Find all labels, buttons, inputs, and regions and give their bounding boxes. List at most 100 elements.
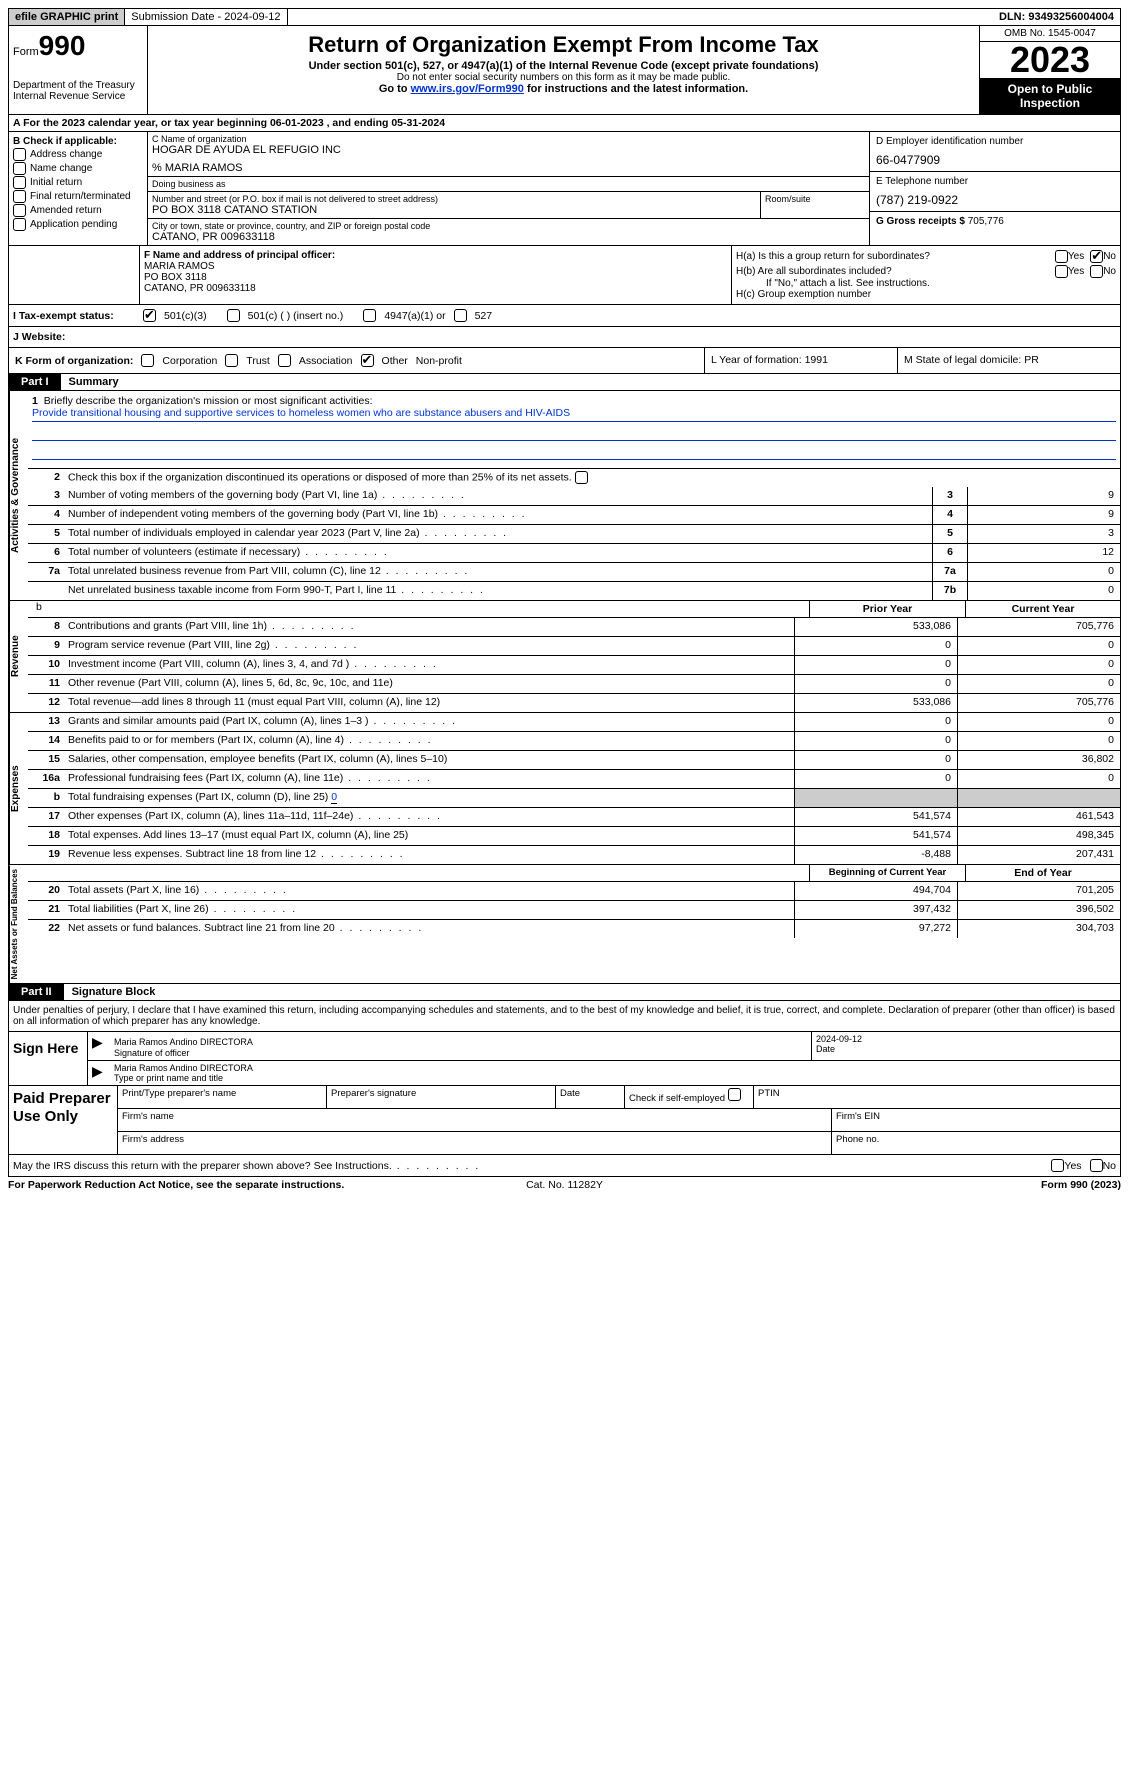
chk-hb-yes[interactable] [1055,265,1068,278]
open-inspection: Open to Public Inspection [980,78,1120,114]
perjury-statement: Under penalties of perjury, I declare th… [8,1001,1121,1032]
header-left: Form990 Department of the Treasury Inter… [9,26,148,114]
discuss-no: No [1103,1160,1116,1172]
line-22-desc: Net assets or fund balances. Subtract li… [64,920,794,938]
dln: DLN: 93493256004004 [993,9,1120,25]
pra-notice: For Paperwork Reduction Act Notice, see … [8,1179,379,1191]
p19: -8,488 [794,846,957,864]
goto-pre: Go to [379,83,411,95]
chk-discuss-no[interactable] [1090,1159,1103,1172]
row-f-h: F Name and address of principal officer:… [8,246,1121,305]
chk-name-change[interactable] [13,162,26,175]
p15: 0 [794,751,957,769]
p14: 0 [794,732,957,750]
ein-value: 66-0477909 [876,153,1114,167]
header-center: Return of Organization Exempt From Incom… [148,26,979,114]
chk-discuss-yes[interactable] [1051,1159,1064,1172]
chk-address-change[interactable] [13,148,26,161]
bottom-line: For Paperwork Reduction Act Notice, see … [8,1177,1121,1191]
paid-preparer-block: Paid Preparer Use Only Print/Type prepar… [8,1086,1121,1155]
irs-link[interactable]: www.irs.gov/Form990 [411,83,524,95]
c17: 461,543 [957,808,1120,826]
ssn-note: Do not enter social security numbers on … [152,72,975,83]
chk-501c[interactable] [227,309,240,322]
efile-print-button[interactable]: efile GRAPHIC print [9,9,125,25]
val-7a: 0 [967,563,1120,581]
dba-label: Doing business as [152,179,865,189]
line-16b-desc: Total fundraising expenses (Part IX, col… [64,789,794,807]
lbl-501c: 501(c) ( ) (insert no.) [248,310,344,322]
e21: 396,502 [957,901,1120,919]
p18: 541,574 [794,827,957,845]
sign-arrow-icon-2: ▶ [88,1061,110,1085]
discuss-row: May the IRS discuss this return with the… [8,1155,1121,1177]
form-header: Form990 Department of the Treasury Inter… [8,26,1121,115]
chk-amended[interactable] [13,204,26,217]
lbl-assoc: Association [299,355,353,367]
chk-ha-no[interactable] [1090,250,1103,263]
l-year-formation: L Year of formation: 1991 [704,348,897,373]
row-klm: K Form of organization: Corporation Trus… [8,348,1121,374]
col-b-title: B Check if applicable: [13,136,143,147]
activities-governance-section: Activities & Governance 1 Briefly descri… [8,391,1121,601]
chk-501c3[interactable] [143,309,156,322]
c14: 0 [957,732,1120,750]
line-3-desc: Number of voting members of the governin… [64,487,932,505]
chk-ha-yes[interactable] [1055,250,1068,263]
p11: 0 [794,675,957,693]
chk-corp[interactable] [141,354,154,367]
chk-other[interactable] [361,354,374,367]
sign-arrow-icon: ▶ [88,1032,110,1060]
chk-trust[interactable] [225,354,238,367]
c18: 498,345 [957,827,1120,845]
org-name-label: C Name of organization [152,134,865,144]
lbl-corp: Corporation [162,355,217,367]
row-i-tax-status: I Tax-exempt status: 501(c)(3) 501(c) ( … [8,305,1121,327]
officer-typed-name: Maria Ramos Andino DIRECTORA [114,1037,253,1047]
lbl-501c3: 501(c)(3) [164,310,207,322]
street-label: Number and street (or P.O. box if mail i… [152,194,756,204]
chk-line2[interactable] [575,471,588,484]
chk-assoc[interactable] [278,354,291,367]
line-12-desc: Total revenue—add lines 8 through 11 (mu… [64,694,794,712]
part-2-header: Part II Signature Block [8,984,1121,1001]
firm-ein-label: Firm's EIN [832,1109,1120,1131]
phone-value: (787) 219-0922 [876,193,1114,207]
chk-app-pending[interactable] [13,218,26,231]
hb-yes: Yes [1068,266,1084,277]
section-h: H(a) Is this a group return for subordin… [731,246,1120,304]
p12: 533,086 [794,694,957,712]
line-10-desc: Investment income (Part VIII, column (A)… [64,656,794,674]
chk-final-return[interactable] [13,190,26,203]
p17: 541,574 [794,808,957,826]
p13: 0 [794,713,957,731]
revenue-section: Revenue b Prior Year Current Year 8Contr… [8,601,1121,713]
chk-4947[interactable] [363,309,376,322]
hc-label: H(c) Group exemption number [736,289,1116,300]
chk-initial-return[interactable] [13,176,26,189]
part-2-tag: Part II [9,984,64,1000]
column-c-org-info: C Name of organization HOGAR DE AYUDA EL… [148,132,869,245]
goto-link-line: Go to www.irs.gov/Form990 for instructio… [152,83,975,95]
lbl-other: Other [382,355,408,367]
part-1-title: Summary [61,374,127,390]
mission-question: Briefly describe the organization's miss… [44,395,373,407]
line-13-desc: Grants and similar amounts paid (Part IX… [64,713,794,731]
p8: 533,086 [794,618,957,636]
form-title: Return of Organization Exempt From Incom… [152,32,975,58]
firm-name-label: Firm's name [118,1109,832,1131]
hdr-prior-year: Prior Year [809,601,965,617]
line-5-desc: Total number of individuals employed in … [64,525,932,543]
chk-527[interactable] [454,309,467,322]
hb-note: If "No," attach a list. See instructions… [736,278,1116,289]
line-14-desc: Benefits paid to or for members (Part IX… [64,732,794,750]
line-17-desc: Other expenses (Part IX, column (A), lin… [64,808,794,826]
chk-hb-no[interactable] [1090,265,1103,278]
b22: 97,272 [794,920,957,938]
hdr-begin-year: Beginning of Current Year [809,865,965,881]
c10: 0 [957,656,1120,674]
discuss-text: May the IRS discuss this return with the… [13,1160,1051,1172]
dept-treasury: Department of the Treasury [13,80,143,91]
lbl-app-pending: Application pending [30,219,117,230]
chk-self-employed[interactable] [728,1088,741,1101]
